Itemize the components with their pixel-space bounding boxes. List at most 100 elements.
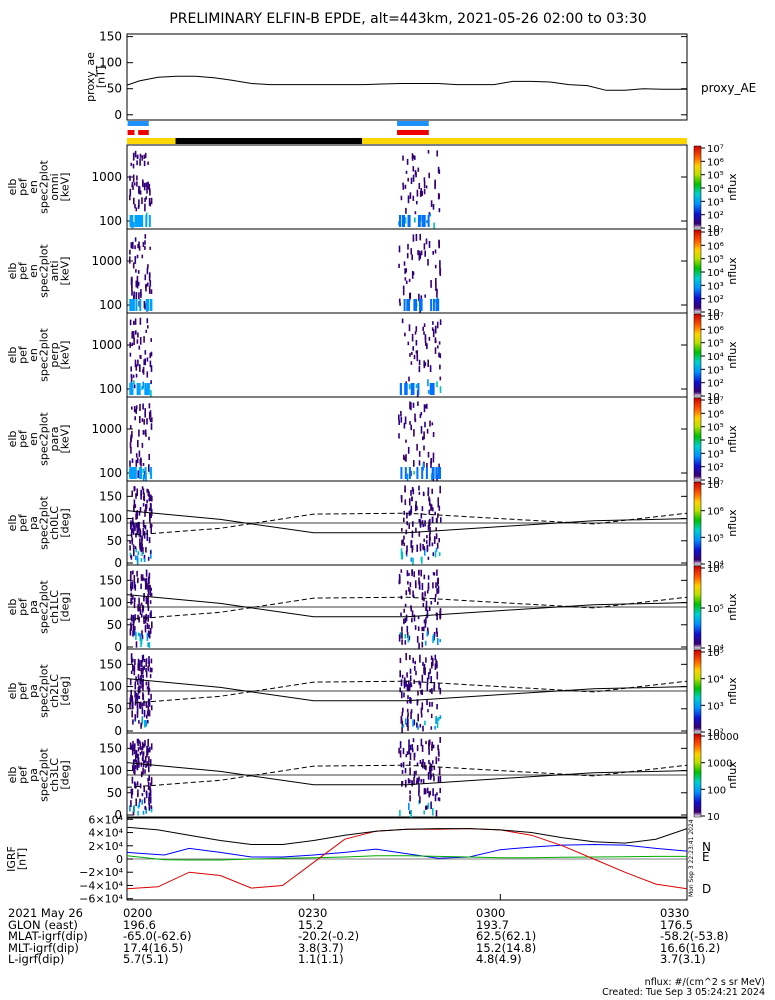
spectrogram-pixel — [132, 241, 134, 249]
spectrogram-pixel — [419, 191, 422, 198]
spectrogram-pixel — [432, 251, 434, 255]
spectrogram-pixel — [415, 670, 417, 676]
spectrogram-pixel — [400, 495, 403, 500]
spectrogram-pixel — [149, 360, 152, 368]
spectrogram-pixel — [140, 493, 142, 500]
spectrogram-pixel — [147, 782, 150, 790]
spectrogram-pixel — [149, 628, 152, 634]
spectrogram-pixel — [438, 208, 441, 213]
spectrogram-pixel — [416, 777, 418, 782]
spectrogram-pixel — [137, 810, 139, 816]
spectrogram-pixel — [130, 366, 132, 372]
spectrogram-pixel — [137, 580, 139, 584]
spectrogram-pixel — [151, 495, 153, 502]
spectrogram-pixel — [437, 193, 440, 200]
spectrogram-pixel — [439, 737, 441, 743]
spectrogram-pixel — [421, 762, 423, 767]
spectrogram-pixel — [139, 609, 142, 615]
spectrogram-pixel — [421, 215, 424, 227]
spectrogram-pixel — [134, 416, 136, 421]
spectrogram-pixel — [136, 558, 139, 566]
nflux-units-note: nflux: #/(cm^2 s sr MeV) — [644, 977, 765, 988]
spectrogram-pixel — [439, 386, 442, 394]
spectrogram-pixel — [139, 751, 142, 756]
spectrogram-pixel — [418, 776, 420, 782]
spectrogram-pixel — [403, 261, 406, 266]
igrf-axis-label-line: IGRF — [5, 846, 18, 872]
spectrogram-pixel — [148, 403, 151, 409]
spectrogram-pixel — [407, 177, 409, 182]
colorbar-label: nflux — [726, 257, 739, 285]
spectrogram-pixel — [402, 287, 405, 296]
spectrogram-pixel — [416, 723, 418, 728]
spectrogram-pixel — [144, 240, 146, 245]
spectrogram-pixel — [411, 333, 414, 342]
spectrogram-pixel — [133, 380, 135, 385]
spectrogram-pixel — [140, 660, 143, 668]
spectrogram-pixel — [141, 799, 143, 805]
spectrogram-pixel — [132, 547, 135, 552]
spectrogram-pixel — [436, 704, 438, 710]
spectrogram-pixel — [404, 456, 406, 460]
spectrogram-pixel — [139, 337, 142, 345]
spectrogram-pixel — [430, 601, 433, 605]
spectrogram-pixel — [422, 524, 425, 528]
spectrogram-pixel — [135, 405, 138, 410]
spectrogram-pixel — [135, 269, 137, 273]
spectrogram-pixel — [137, 244, 139, 249]
spectrogram-pixel — [418, 182, 421, 189]
panel-axis-label-line: [deg] — [58, 508, 71, 537]
igrf-ytick-label: −2×10⁴ — [79, 866, 123, 879]
spectrogram-pixel — [133, 321, 135, 325]
panel-axis-label-line: elb — [6, 347, 19, 364]
spectrogram-pixel — [132, 521, 135, 528]
spectrogram-pixel — [424, 788, 427, 795]
panel-axis-label-line: spec2plot — [37, 328, 50, 382]
panel-axis-label-line: [keV] — [58, 425, 71, 454]
spectrogram-pixel — [415, 340, 418, 346]
spectrogram-pixel — [403, 618, 405, 625]
spectrogram-pixel — [432, 634, 435, 642]
spectrogram-pixel — [147, 181, 149, 190]
spectrogram-pixel — [143, 160, 146, 167]
spectrogram-pixel — [129, 319, 132, 326]
spectrogram-pixel — [410, 471, 412, 477]
ae-legend-label: proxy_AE — [701, 81, 756, 95]
spectrogram-pixel — [423, 619, 426, 624]
spectrogram-pixel — [150, 705, 153, 711]
spectrogram-pixel — [141, 538, 143, 545]
spectrogram-pixel — [423, 597, 425, 602]
ae-ytick-label: 50 — [107, 82, 122, 96]
spectrogram-pixel — [145, 329, 147, 333]
spectrogram-pixel — [132, 620, 135, 625]
spectrogram-pixel — [134, 504, 137, 509]
spectrogram-pixel — [402, 182, 404, 186]
spectrogram-pixel — [135, 453, 138, 458]
spectrogram-pixel — [137, 747, 140, 752]
colorbar-tick-label: 10² — [707, 295, 724, 306]
spectrogram-pixel — [419, 654, 421, 663]
spectrogram-pixel — [143, 620, 145, 624]
spectrogram-pixel — [131, 430, 133, 437]
spectrogram-pixel — [411, 744, 414, 751]
spectrogram-pixel — [131, 181, 134, 186]
igrf-ytick-label: −6×10⁴ — [79, 893, 123, 906]
spectrogram-pixel — [429, 762, 432, 769]
spectrogram-pixel — [416, 200, 418, 205]
spectrogram-pixel — [138, 301, 140, 307]
spectrogram-pixel — [423, 331, 425, 335]
spectrogram-pixel — [405, 170, 408, 174]
spectrogram-pixel — [132, 810, 135, 816]
spectrogram-pixel — [140, 544, 143, 552]
spectrogram-pixel — [437, 776, 440, 783]
spectrogram-pixel — [147, 590, 150, 595]
spectrogram-pixel — [427, 524, 430, 531]
spectrogram-pixel — [146, 714, 148, 719]
spectrogram-pixel — [437, 501, 440, 508]
spectrogram-pixel — [141, 681, 143, 689]
spectrogram-pixel — [411, 617, 413, 623]
spectrogram-pixel — [130, 791, 133, 799]
spectrogram-pixel — [403, 678, 406, 686]
panel-ytick-label: 100 — [99, 512, 122, 526]
spectrogram-pixel — [430, 763, 433, 772]
